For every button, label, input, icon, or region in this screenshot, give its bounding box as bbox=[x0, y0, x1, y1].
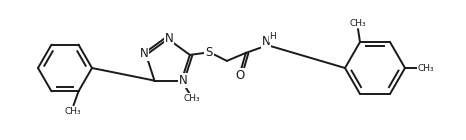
Text: CH₃: CH₃ bbox=[350, 18, 366, 28]
Text: H: H bbox=[269, 32, 276, 41]
Text: N: N bbox=[261, 35, 270, 48]
Text: O: O bbox=[235, 69, 245, 82]
Text: CH₃: CH₃ bbox=[183, 94, 200, 103]
Text: N: N bbox=[140, 47, 149, 60]
Text: CH₃: CH₃ bbox=[64, 107, 81, 116]
Text: N: N bbox=[164, 32, 173, 45]
Text: CH₃: CH₃ bbox=[418, 64, 434, 73]
Text: N: N bbox=[179, 74, 188, 87]
Text: S: S bbox=[205, 46, 212, 59]
